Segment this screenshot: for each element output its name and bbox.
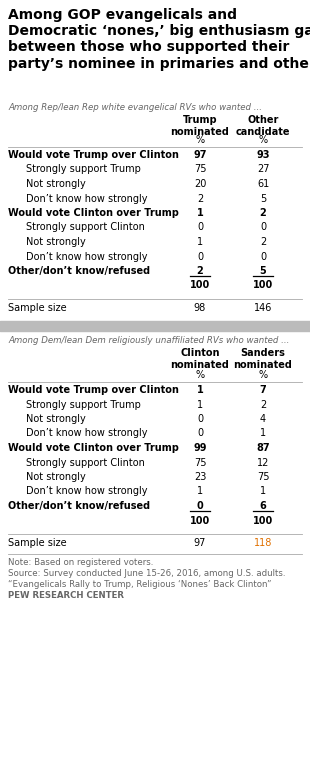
Text: 2: 2 bbox=[260, 399, 266, 409]
Text: Sanders
nominated: Sanders nominated bbox=[233, 348, 292, 369]
Text: 20: 20 bbox=[194, 179, 206, 189]
Text: 100: 100 bbox=[253, 280, 273, 290]
Text: 23: 23 bbox=[194, 472, 206, 482]
Text: 97: 97 bbox=[194, 538, 206, 548]
Text: Not strongly: Not strongly bbox=[26, 179, 86, 189]
Text: 0: 0 bbox=[197, 251, 203, 261]
Text: Other
candidate: Other candidate bbox=[236, 115, 290, 137]
Text: 146: 146 bbox=[254, 303, 272, 313]
Text: Not strongly: Not strongly bbox=[26, 237, 86, 247]
Text: Trump
nominated: Trump nominated bbox=[170, 115, 229, 137]
Text: Don’t know how strongly: Don’t know how strongly bbox=[26, 429, 148, 439]
Text: 100: 100 bbox=[190, 515, 210, 525]
Text: 0: 0 bbox=[197, 414, 203, 424]
Text: PEW RESEARCH CENTER: PEW RESEARCH CENTER bbox=[8, 591, 124, 600]
Text: 5: 5 bbox=[260, 266, 266, 276]
Text: %: % bbox=[259, 370, 268, 380]
Text: 98: 98 bbox=[194, 303, 206, 313]
Text: 27: 27 bbox=[257, 164, 269, 174]
Text: Don’t know how strongly: Don’t know how strongly bbox=[26, 486, 148, 496]
Text: 100: 100 bbox=[253, 515, 273, 525]
Text: Other/don’t know/refused: Other/don’t know/refused bbox=[8, 266, 150, 276]
Text: 4: 4 bbox=[260, 414, 266, 424]
Text: 0: 0 bbox=[260, 223, 266, 233]
Text: 5: 5 bbox=[260, 194, 266, 204]
Text: Source: Survey conducted June 15-26, 2016, among U.S. adults.: Source: Survey conducted June 15-26, 201… bbox=[8, 569, 286, 578]
Text: 1: 1 bbox=[197, 399, 203, 409]
Text: 1: 1 bbox=[197, 385, 203, 395]
Text: Among GOP evangelicals and
Democratic ‘nones,’ big enthusiasm gap
between those : Among GOP evangelicals and Democratic ‘n… bbox=[8, 8, 310, 71]
Text: Don’t know how strongly: Don’t know how strongly bbox=[26, 194, 148, 204]
Text: Other/don’t know/refused: Other/don’t know/refused bbox=[8, 501, 150, 511]
Text: 99: 99 bbox=[193, 443, 207, 453]
Text: 1: 1 bbox=[197, 237, 203, 247]
Text: 118: 118 bbox=[254, 538, 272, 548]
Text: 12: 12 bbox=[257, 458, 269, 468]
Text: 2: 2 bbox=[197, 266, 203, 276]
Text: Would vote Clinton over Trump: Would vote Clinton over Trump bbox=[8, 443, 179, 453]
Text: %: % bbox=[195, 135, 205, 145]
Text: 75: 75 bbox=[257, 472, 269, 482]
Text: Would vote Clinton over Trump: Would vote Clinton over Trump bbox=[8, 208, 179, 218]
Text: 0: 0 bbox=[197, 501, 203, 511]
Text: 75: 75 bbox=[194, 164, 206, 174]
Text: Sample size: Sample size bbox=[8, 538, 67, 548]
Text: 1: 1 bbox=[197, 208, 203, 218]
Text: Strongly support Trump: Strongly support Trump bbox=[26, 164, 141, 174]
Text: 100: 100 bbox=[190, 280, 210, 290]
Text: Strongly support Trump: Strongly support Trump bbox=[26, 399, 141, 409]
Text: Not strongly: Not strongly bbox=[26, 414, 86, 424]
Text: 1: 1 bbox=[260, 429, 266, 439]
Text: Strongly support Clinton: Strongly support Clinton bbox=[26, 223, 145, 233]
Text: 75: 75 bbox=[194, 458, 206, 468]
Text: 2: 2 bbox=[197, 194, 203, 204]
Text: 0: 0 bbox=[260, 251, 266, 261]
Text: 2: 2 bbox=[260, 208, 266, 218]
Text: 0: 0 bbox=[197, 429, 203, 439]
Text: 6: 6 bbox=[260, 501, 266, 511]
Text: Among Dem/lean Dem religiously unaffiliated RVs who wanted ...: Among Dem/lean Dem religiously unaffilia… bbox=[8, 336, 289, 345]
Text: Among Rep/lean Rep white evangelical RVs who wanted ...: Among Rep/lean Rep white evangelical RVs… bbox=[8, 103, 262, 112]
Text: Not strongly: Not strongly bbox=[26, 472, 86, 482]
Text: %: % bbox=[195, 370, 205, 380]
Text: 1: 1 bbox=[197, 486, 203, 496]
Text: Strongly support Clinton: Strongly support Clinton bbox=[26, 458, 145, 468]
Text: Would vote Trump over Clinton: Would vote Trump over Clinton bbox=[8, 385, 179, 395]
Text: Note: Based on registered voters.: Note: Based on registered voters. bbox=[8, 558, 153, 567]
Text: 1: 1 bbox=[260, 486, 266, 496]
Text: 7: 7 bbox=[260, 385, 266, 395]
Text: 93: 93 bbox=[256, 150, 270, 160]
Text: 87: 87 bbox=[256, 443, 270, 453]
Text: Sample size: Sample size bbox=[8, 303, 67, 313]
Text: 97: 97 bbox=[193, 150, 207, 160]
Text: %: % bbox=[259, 135, 268, 145]
Text: “Evangelicals Rally to Trump, Religious ‘Nones’ Back Clinton”: “Evangelicals Rally to Trump, Religious … bbox=[8, 580, 272, 589]
Text: Don’t know how strongly: Don’t know how strongly bbox=[26, 251, 148, 261]
Text: Clinton
nominated: Clinton nominated bbox=[170, 348, 229, 369]
Text: Would vote Trump over Clinton: Would vote Trump over Clinton bbox=[8, 150, 179, 160]
Text: 2: 2 bbox=[260, 237, 266, 247]
Text: 61: 61 bbox=[257, 179, 269, 189]
Text: 0: 0 bbox=[197, 223, 203, 233]
